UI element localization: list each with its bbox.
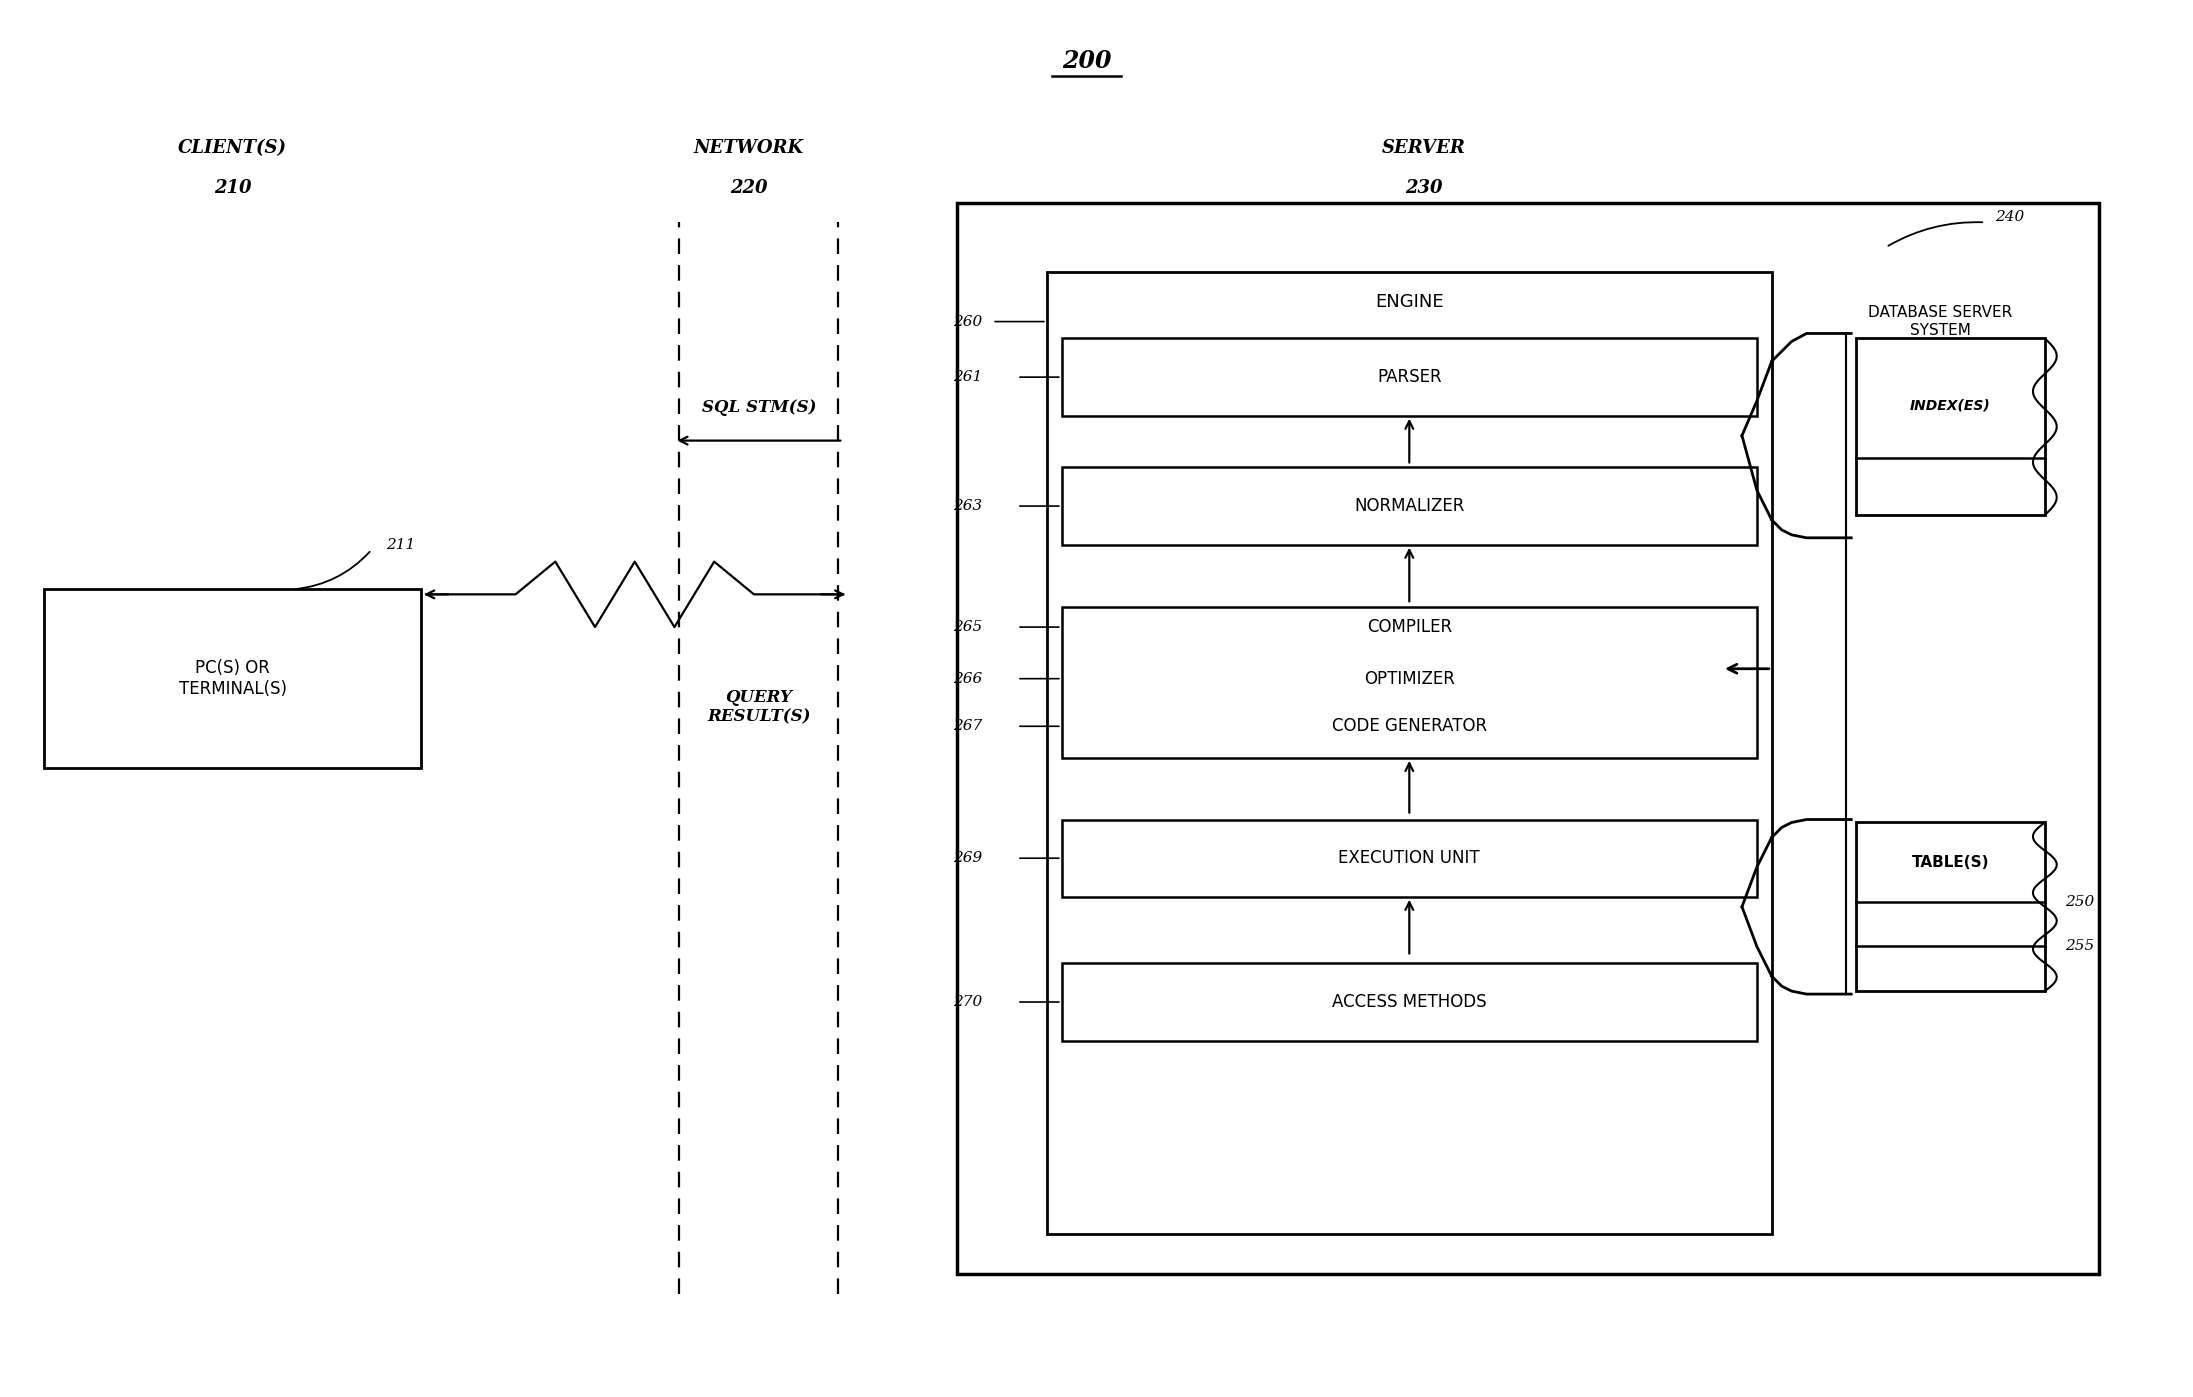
FancyBboxPatch shape: [44, 590, 421, 768]
Text: OPTIMIZER: OPTIMIZER: [1364, 669, 1454, 687]
Text: ENGINE: ENGINE: [1375, 293, 1443, 310]
Text: 266: 266: [954, 672, 982, 686]
Text: SERVER: SERVER: [1382, 138, 1467, 156]
Text: NETWORK: NETWORK: [693, 138, 805, 156]
Text: DATABASE SERVER
SYSTEM: DATABASE SERVER SYSTEM: [1868, 306, 2013, 338]
Text: QUERY
RESULT(S): QUERY RESULT(S): [706, 689, 811, 725]
Text: ACCESS METHODS: ACCESS METHODS: [1331, 993, 1487, 1011]
FancyBboxPatch shape: [1061, 964, 1757, 1041]
Text: TABLE(S): TABLE(S): [1912, 855, 1989, 870]
FancyBboxPatch shape: [1061, 608, 1757, 759]
Text: 240: 240: [1996, 211, 2024, 225]
FancyBboxPatch shape: [1061, 338, 1757, 416]
Text: COMPILER: COMPILER: [1366, 617, 1452, 636]
Text: CODE GENERATOR: CODE GENERATOR: [1331, 717, 1487, 735]
Text: 265: 265: [954, 620, 982, 634]
FancyBboxPatch shape: [1046, 272, 1772, 1234]
Text: 255: 255: [2064, 939, 2094, 954]
Text: CLIENT(S): CLIENT(S): [178, 138, 287, 156]
FancyBboxPatch shape: [1061, 820, 1757, 897]
Text: PC(S) OR
TERMINAL(S): PC(S) OR TERMINAL(S): [178, 659, 287, 698]
Text: 261: 261: [954, 370, 982, 384]
Text: 260: 260: [954, 314, 982, 328]
Text: 270: 270: [954, 995, 982, 1009]
FancyBboxPatch shape: [958, 203, 2099, 1274]
Text: 210: 210: [213, 179, 252, 197]
Text: INDEX(ES): INDEX(ES): [1910, 400, 1991, 414]
Text: SQL STM(S): SQL STM(S): [702, 398, 816, 416]
Text: 211: 211: [386, 538, 417, 552]
Text: 200: 200: [1061, 49, 1112, 73]
Text: 269: 269: [954, 851, 982, 865]
FancyBboxPatch shape: [1061, 468, 1757, 545]
FancyBboxPatch shape: [1855, 338, 2044, 515]
Text: 250: 250: [2064, 895, 2094, 909]
Text: 220: 220: [730, 179, 768, 197]
Text: EXECUTION UNIT: EXECUTION UNIT: [1338, 849, 1480, 868]
Text: 230: 230: [1406, 179, 1443, 197]
FancyBboxPatch shape: [1855, 823, 2044, 990]
Text: NORMALIZER: NORMALIZER: [1353, 497, 1465, 515]
Text: 263: 263: [954, 499, 982, 513]
Text: 267: 267: [954, 719, 982, 733]
Text: PARSER: PARSER: [1377, 369, 1441, 386]
